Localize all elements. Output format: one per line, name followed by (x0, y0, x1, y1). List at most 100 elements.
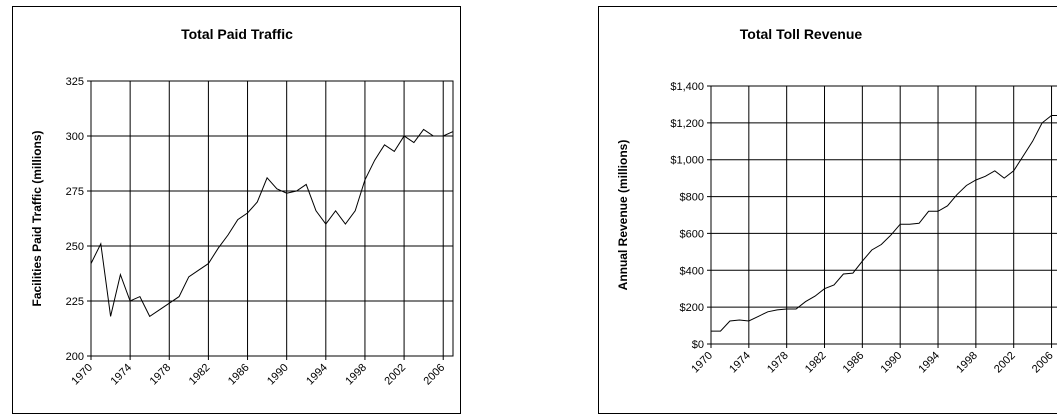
plot-area (710, 85, 1057, 345)
data-point (918, 222, 920, 224)
data-point (345, 223, 347, 225)
data-point (433, 135, 435, 137)
data-point (947, 205, 949, 207)
y-tick-label: 250 (66, 241, 84, 253)
data-point (710, 330, 712, 332)
x-tick-label: 1970 (69, 362, 95, 388)
data-point (110, 316, 112, 318)
data-point (862, 260, 864, 262)
data-point (149, 316, 151, 318)
x-tick-label: 1994 (916, 350, 942, 376)
data-point (257, 201, 259, 203)
y-axis-label: Facilities Paid Traffic (millions) (30, 130, 44, 306)
data-point (296, 190, 298, 192)
data-point (354, 210, 356, 212)
plot-area (90, 80, 454, 357)
data-point (276, 188, 278, 190)
data-point (413, 142, 415, 144)
data-point (909, 223, 911, 225)
y-tick-label: 275 (66, 186, 84, 198)
x-tick-label: 1990 (265, 362, 291, 388)
data-point (208, 263, 210, 265)
chart-title: Total Toll Revenue (740, 26, 863, 42)
data-point (384, 144, 386, 146)
data-point (90, 263, 92, 265)
x-tick-label: 2006 (422, 362, 448, 388)
data-point (975, 179, 977, 181)
data-point (852, 272, 854, 274)
data-point (871, 249, 873, 251)
x-tick-label: 1982 (803, 350, 829, 376)
data-point (720, 330, 722, 332)
data-point (994, 170, 996, 172)
revenue-chart-panel: Total Toll Revenue $0 $200 $400 $600 $800 $1,0… (598, 6, 1057, 414)
data-point (1051, 115, 1053, 117)
data-point (833, 284, 835, 286)
data-point (247, 212, 249, 214)
data-point (227, 234, 229, 236)
data-point (966, 185, 968, 187)
data-point (814, 295, 816, 297)
data-point (178, 296, 180, 298)
traffic-chart: Total Paid Traffic 200 225 250 275 300 325 1970… (30, 26, 454, 388)
data-point (452, 131, 454, 133)
y-axis-label: Annual Revenue (millions) (616, 140, 630, 291)
y-tick-label: 225 (66, 296, 84, 308)
traffic-chart-panel: Total Paid Traffic 200 225 250 275 300 325 1970… (12, 6, 461, 414)
data-point (739, 319, 741, 321)
y-tick-label: $200 (680, 302, 704, 314)
data-point (168, 302, 170, 304)
data-point (325, 223, 327, 225)
y-tick-label: $800 (680, 192, 704, 204)
data-point (985, 176, 987, 178)
data-point (403, 135, 405, 137)
data-point (188, 276, 190, 278)
data-point (120, 274, 122, 276)
data-point (315, 210, 317, 212)
data-point (1032, 140, 1034, 142)
data-point (423, 129, 425, 131)
data-point (335, 210, 337, 212)
y-tick-label: $1,000 (670, 155, 704, 167)
y-tick-label: $0 (692, 339, 704, 351)
y-tick-label: 325 (66, 76, 84, 88)
data-point (757, 316, 759, 318)
data-point (237, 219, 239, 221)
revenue-chart: Total Toll Revenue $0 $200 $400 $600 $800 $1,0… (616, 26, 1057, 376)
x-tick-label: 1994 (304, 362, 330, 388)
data-point (795, 308, 797, 310)
x-tick-label: 1978 (148, 362, 174, 388)
data-point (824, 288, 826, 290)
data-point (100, 243, 102, 245)
data-point (1003, 177, 1005, 179)
x-tick-label: 1974 (727, 350, 753, 376)
chart-title: Total Paid Traffic (181, 26, 293, 42)
series-line (711, 115, 1057, 332)
x-tick-label: 2002 (382, 362, 408, 388)
data-point (928, 211, 930, 213)
x-tick-label: 1998 (954, 350, 980, 376)
data-point (805, 301, 807, 303)
data-point (129, 300, 131, 302)
data-point (364, 179, 366, 181)
data-point (139, 296, 141, 298)
data-point (305, 184, 307, 186)
data-point (374, 159, 376, 161)
data-point (1041, 122, 1043, 124)
x-tick-label: 1970 (689, 350, 715, 376)
y-tick-label: 200 (66, 351, 84, 363)
x-tick-label: 2002 (992, 350, 1018, 376)
x-tick-label: 1986 (841, 350, 867, 376)
x-tick-label: 1978 (765, 350, 791, 376)
data-point (890, 234, 892, 236)
data-point (786, 308, 788, 310)
x-tick-label: 1990 (879, 350, 905, 376)
data-point (1013, 170, 1015, 172)
x-tick-label: 2006 (1030, 350, 1056, 376)
y-tick-label: $600 (680, 228, 704, 240)
x-tick-label: 1986 (226, 362, 252, 388)
series-line (90, 128, 454, 318)
x-tick-label: 1974 (108, 362, 134, 388)
data-point (393, 151, 395, 153)
y-tick-label: $1,400 (670, 81, 704, 93)
